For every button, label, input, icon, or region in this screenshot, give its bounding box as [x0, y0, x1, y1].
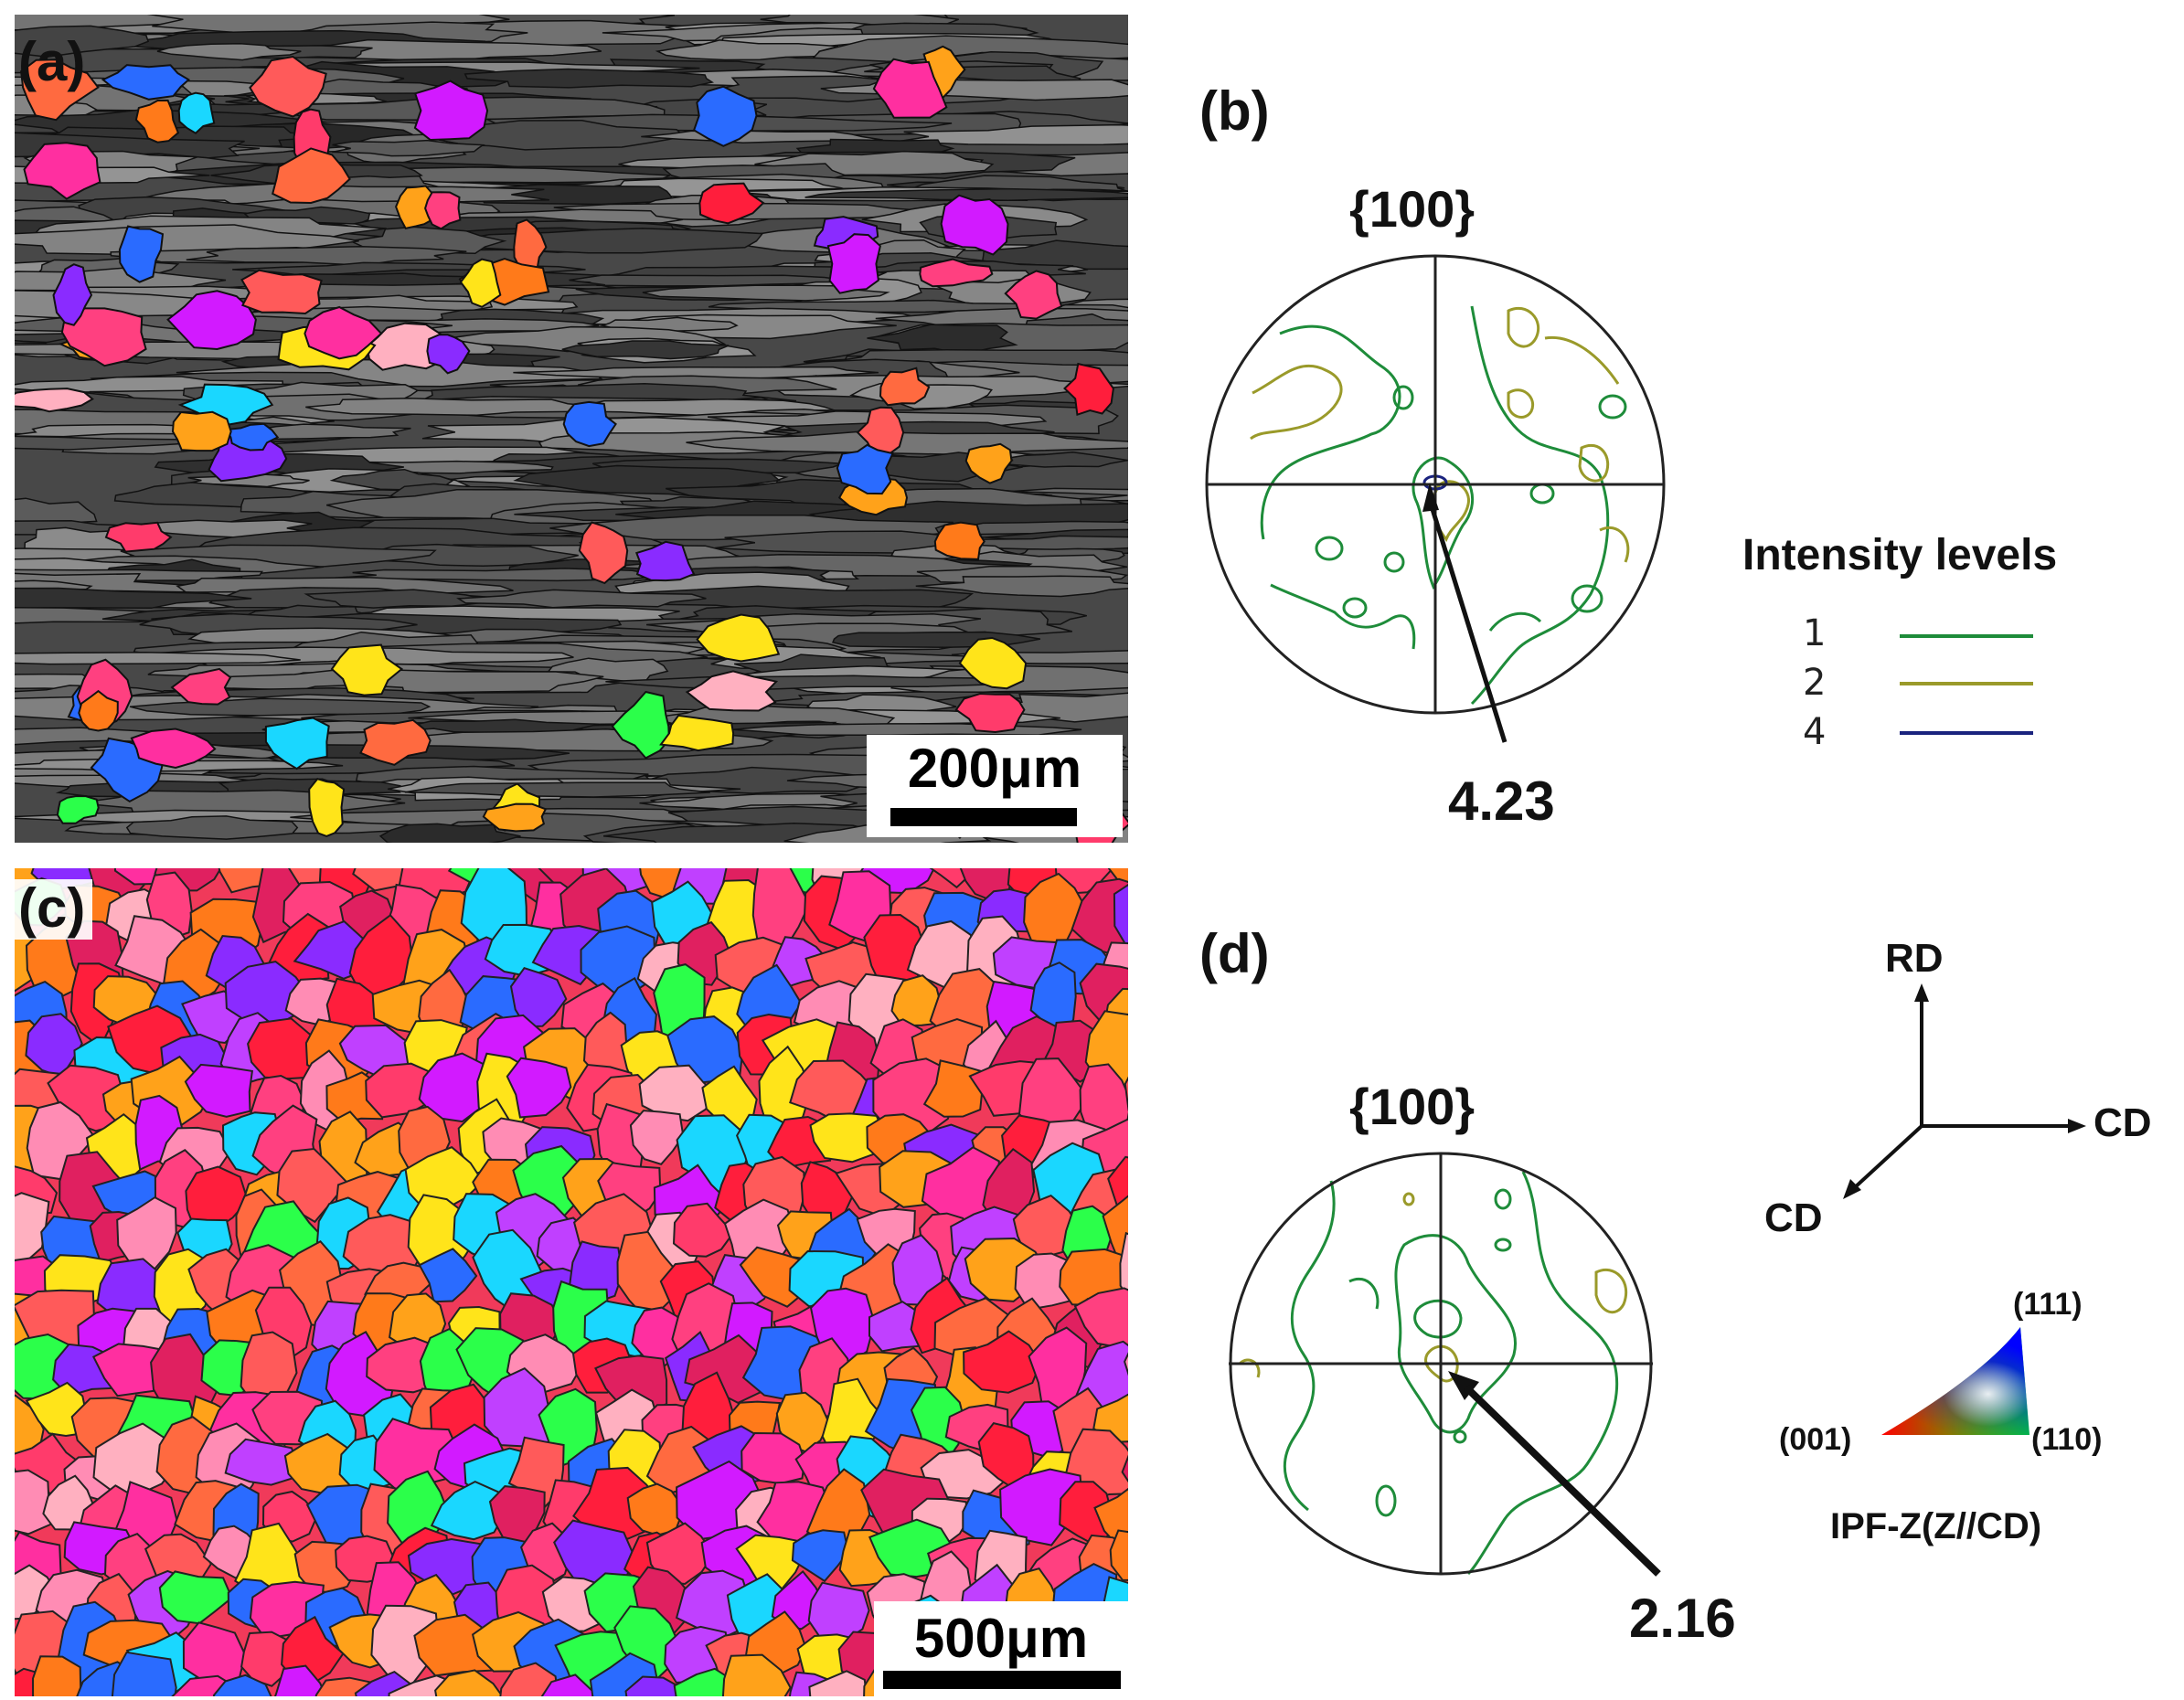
pole-figure-d — [1229, 1152, 1653, 1576]
ebsd-map-c-image — [15, 868, 1128, 1696]
legend-level-4-label: 4 — [1803, 711, 1827, 753]
legend-title: Intensity levels — [1742, 531, 2058, 579]
axis-label-rd: RD — [1885, 936, 1944, 981]
ebsd-map-a — [15, 15, 1128, 843]
pointer-arrow-d — [1448, 1371, 1661, 1577]
pointer-arrow-b — [1422, 483, 1507, 743]
scalebar-c-bar — [883, 1671, 1121, 1689]
scalebar-c: 500μm — [874, 1601, 1128, 1696]
ipf-corner-110: (110) — [2031, 1422, 2103, 1457]
contour-level-1 — [1260, 305, 1627, 706]
axis-label-cd-right: CD — [2093, 1100, 2152, 1145]
max-intensity-b: 4.23 — [1448, 770, 1555, 832]
ebsd-map-a-image — [15, 15, 1128, 843]
max-intensity-d: 2.16 — [1629, 1588, 1736, 1649]
legend-level-1-label: 1 — [1803, 612, 1827, 654]
ipf-triangle — [1881, 1327, 2030, 1435]
panel-label-c: (c) — [15, 879, 93, 940]
scalebar-c-text: 500μm — [913, 1608, 1089, 1669]
panel-label-b: (b) — [1199, 80, 1270, 142]
ipf-corner-111: (111) — [2013, 1287, 2083, 1322]
pole-figure-title-b: {100} — [1349, 180, 1476, 238]
ebsd-map-c — [15, 868, 1128, 1696]
pole-figure-title-d: {100} — [1349, 1078, 1476, 1135]
axis-label-cd-diagonal: CD — [1764, 1195, 1823, 1240]
reference-axes — [1843, 983, 2086, 1199]
legend-level-1-line — [1900, 634, 2033, 638]
ipf-corner-001: (001) — [1779, 1422, 1852, 1457]
legend-level-2-label: 2 — [1803, 662, 1827, 704]
legend-level-4-line — [1900, 731, 2033, 735]
scalebar-a-bar — [890, 808, 1077, 826]
scalebar-a-text: 200μm — [907, 738, 1082, 799]
scalebar-a: 200μm — [867, 735, 1123, 837]
contour-level-2 — [1238, 1192, 1628, 1383]
ipf-caption: IPF-Z(Z//CD) — [1830, 1506, 2042, 1546]
panel-label-a: (a) — [18, 31, 86, 92]
legend-level-2-line — [1900, 682, 2033, 685]
panel-label-d: (d) — [1199, 923, 1270, 984]
